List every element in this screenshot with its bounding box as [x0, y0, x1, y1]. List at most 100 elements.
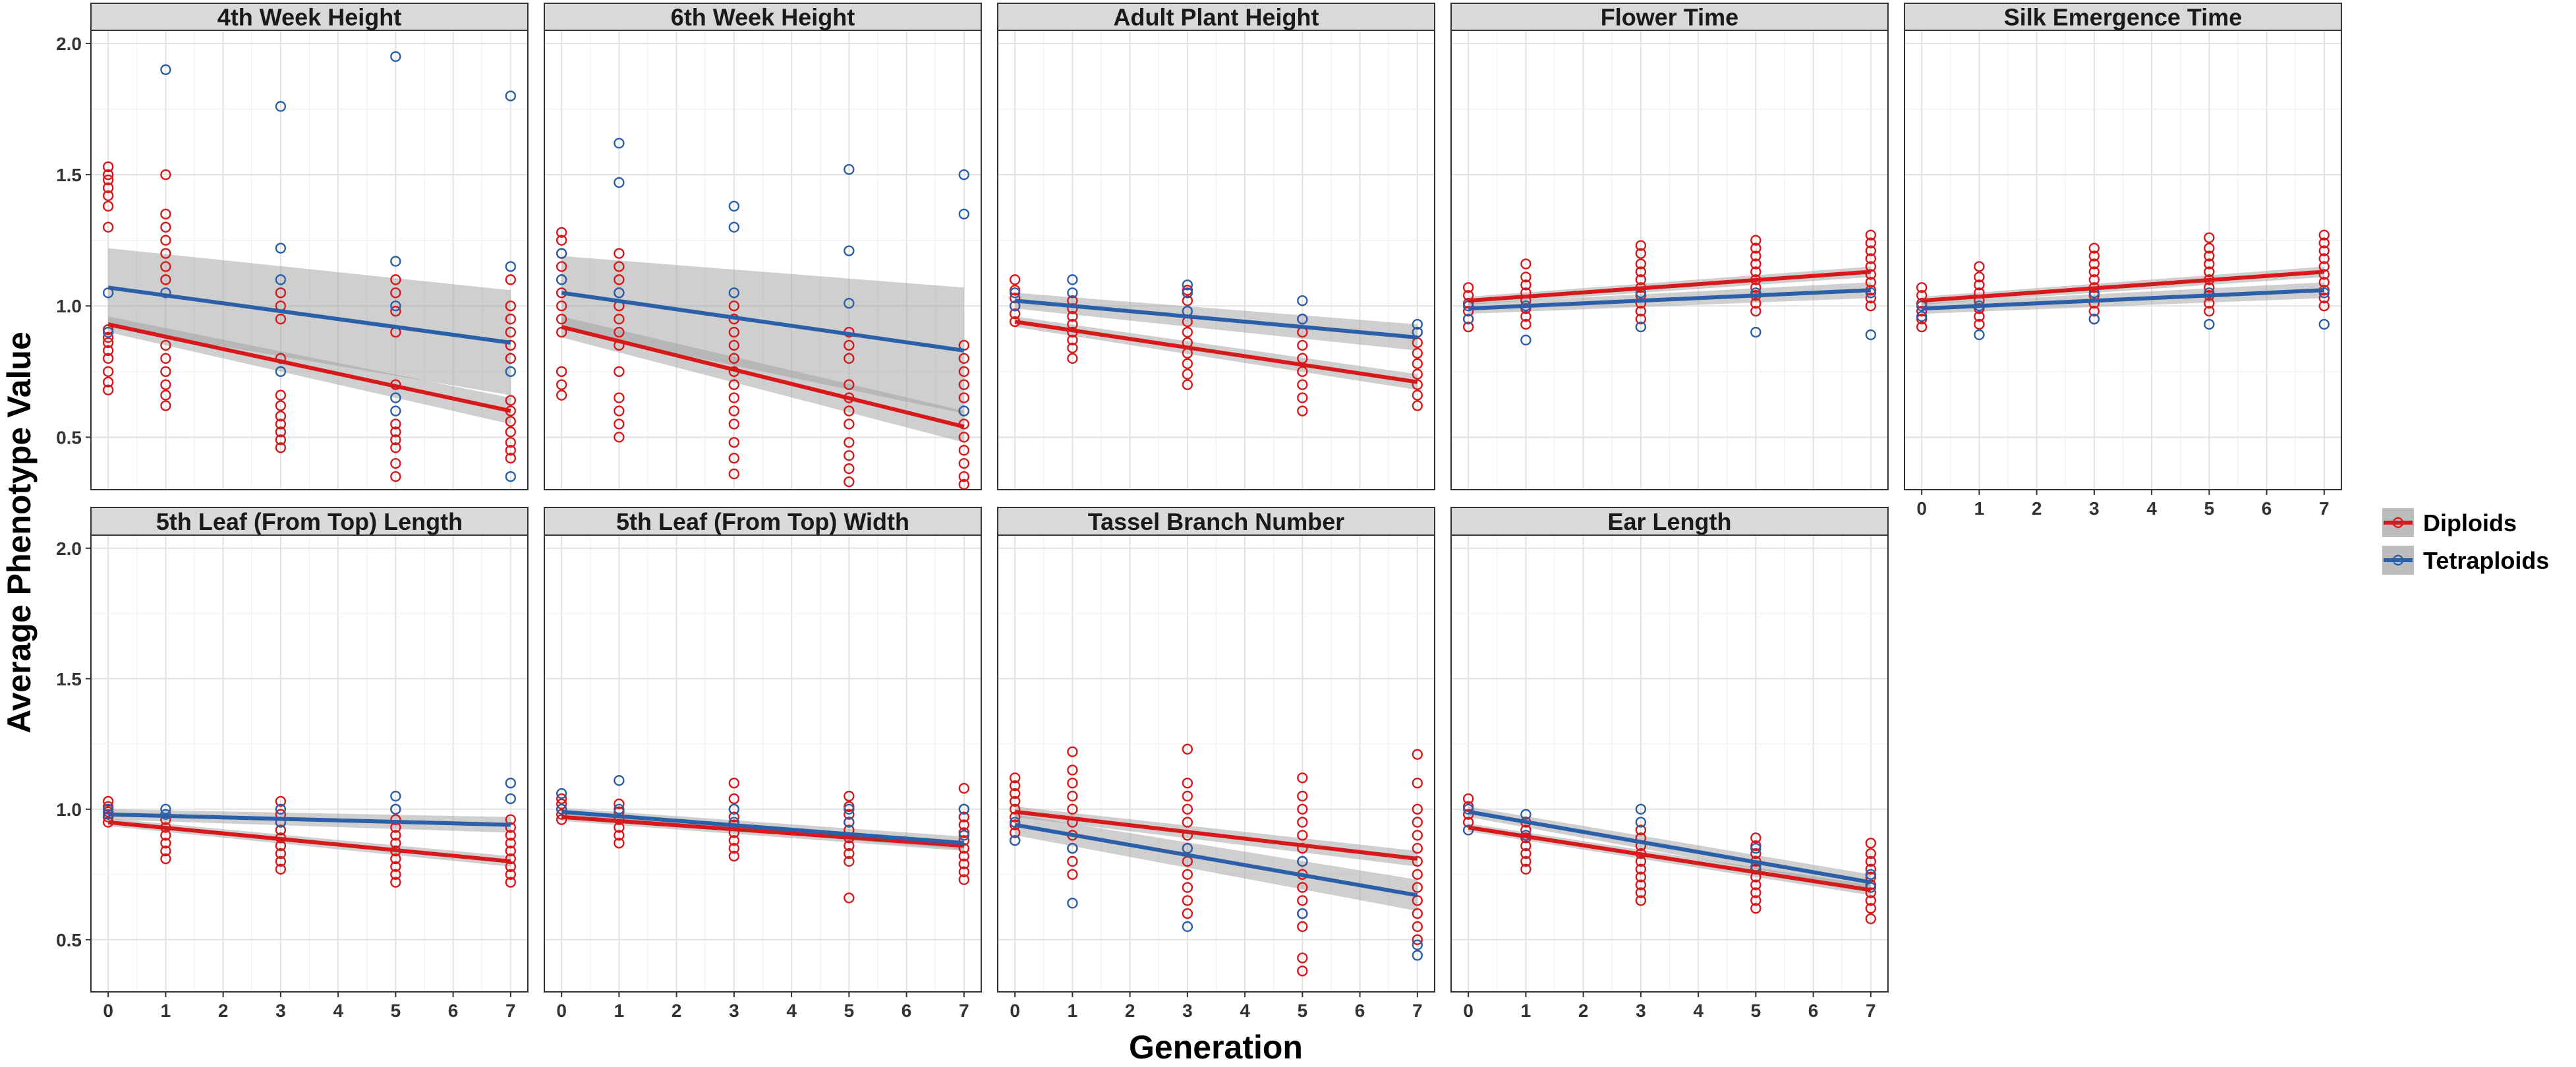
data-point-diploids [728, 301, 740, 312]
data-point-diploids [1009, 827, 1021, 838]
data-point-diploids [1750, 250, 1761, 262]
data-point-tetraploids [390, 51, 401, 63]
data-point-diploids [1297, 379, 1308, 390]
trend-line-tetraploids [108, 812, 511, 827]
data-point-diploids [614, 392, 625, 403]
trend-line-diploids [561, 815, 965, 848]
gridlines [998, 535, 1435, 992]
data-point-tetraploids [1635, 817, 1647, 828]
data-point-diploids [2088, 305, 2100, 317]
trend-line-diploids [1921, 270, 2325, 303]
gridlines [1451, 30, 1888, 490]
data-point-diploids [1067, 855, 1078, 867]
data-point-diploids [1297, 830, 1308, 841]
x-tick-label: 7 [505, 1000, 516, 1021]
data-point-diploids [1865, 253, 1877, 264]
data-point-diploids [1412, 358, 1423, 370]
panel-border [1450, 534, 1889, 993]
data-point-diploids [728, 392, 740, 403]
data-point-diploids [1635, 305, 1647, 317]
x-tick-label: 0 [1916, 498, 1927, 519]
data-point-diploids [2318, 237, 2330, 248]
data-point-tetraploids [1974, 329, 1985, 341]
data-point-diploids [1635, 895, 1647, 906]
data-point-diploids [275, 442, 287, 453]
data-point-diploids [275, 411, 287, 422]
data-point-diploids [1412, 830, 1423, 841]
trend-line-diploids [107, 322, 511, 413]
x-tick-label: 7 [2319, 498, 2330, 519]
data-point-diploids [1865, 269, 1877, 280]
data-point-diploids [1009, 803, 1021, 815]
data-point-diploids [1182, 869, 1193, 880]
data-point-diploids [1412, 869, 1423, 880]
data-point-diploids [2088, 274, 2100, 285]
data-point-diploids [1009, 274, 1021, 285]
trend-line-tetraploids [1014, 822, 1418, 898]
data-point-tetraploids [1865, 329, 1877, 341]
data-point-diploids [1916, 305, 1928, 317]
x-tick-label: 7 [1866, 1000, 1876, 1021]
data-point-diploids [160, 261, 171, 272]
y-tick-label: 2.0 [56, 34, 82, 54]
data-point-diploids [728, 811, 740, 822]
x-tick-label: 3 [275, 1000, 286, 1021]
data-point-diploids [160, 274, 171, 285]
data-point-diploids [1865, 903, 1877, 914]
data-point-diploids [1297, 803, 1308, 815]
data-point-diploids [102, 345, 114, 357]
data-point-diploids [505, 326, 517, 338]
x-tick-label: 0 [1010, 1000, 1020, 1021]
panel-title: Ear Length [1607, 508, 1731, 535]
panel-strip [544, 3, 982, 31]
data-point-tetraploids [1916, 310, 1928, 322]
confidence-band-tetraploids [1015, 814, 1417, 911]
data-point-diploids [102, 161, 114, 173]
data-point-diploids [958, 819, 970, 830]
confidence-band-tetraploids [1015, 293, 1417, 351]
data-point-diploids [844, 790, 855, 802]
data-point-tetraploids [1412, 950, 1423, 961]
data-point-diploids [1297, 366, 1308, 377]
data-point-diploids [390, 861, 401, 873]
panel-border [544, 30, 982, 490]
data-point-diploids [1520, 258, 1531, 270]
panel-title: 5th Leaf (From Top) Length [156, 508, 463, 535]
data-point-diploids [102, 384, 114, 395]
data-point-tetraploids [958, 830, 970, 841]
panel-border [997, 30, 1435, 490]
data-point-diploids [1067, 764, 1078, 776]
data-point-diploids [275, 824, 287, 836]
data-point-diploids [1182, 326, 1193, 338]
data-point-tetraploids [1067, 287, 1078, 299]
x-tick-label: 2 [2032, 498, 2042, 519]
data-point-tetraploids [1297, 908, 1308, 919]
data-point-diploids [1974, 272, 1985, 283]
data-point-tetraploids [505, 261, 517, 272]
data-point-diploids [1750, 879, 1761, 890]
data-point-tetraploids [505, 471, 517, 482]
data-point-diploids [505, 274, 517, 285]
data-point-diploids [1067, 303, 1078, 314]
data-point-diploids [1067, 777, 1078, 789]
panel: Flower Time [1450, 3, 1889, 490]
panel: 5th Leaf (From Top) Width 0 1 2 3 4 5 6 7 [544, 507, 982, 1021]
data-point-diploids [102, 200, 114, 212]
data-point-tetraploids [556, 248, 567, 259]
y-tick-label: 0.5 [56, 427, 82, 447]
data-point-diploids [1297, 817, 1308, 828]
data-point-diploids [2318, 293, 2330, 304]
panel-title: 5th Leaf (From Top) Width [616, 508, 909, 535]
data-point-tetraploids [556, 788, 567, 799]
data-point-diploids [160, 838, 171, 849]
data-point-tetraploids [390, 803, 401, 815]
trend-line-diploids [1468, 825, 1872, 892]
data-point-diploids [1412, 803, 1423, 815]
data-point-tetraploids [160, 64, 171, 75]
data-point-diploids [844, 855, 855, 867]
gridlines [544, 535, 981, 992]
data-point-diploids [275, 795, 287, 807]
y-tick-label: 1.5 [56, 165, 82, 185]
data-point-diploids [1520, 840, 1531, 851]
data-point-diploids [1750, 305, 1761, 317]
